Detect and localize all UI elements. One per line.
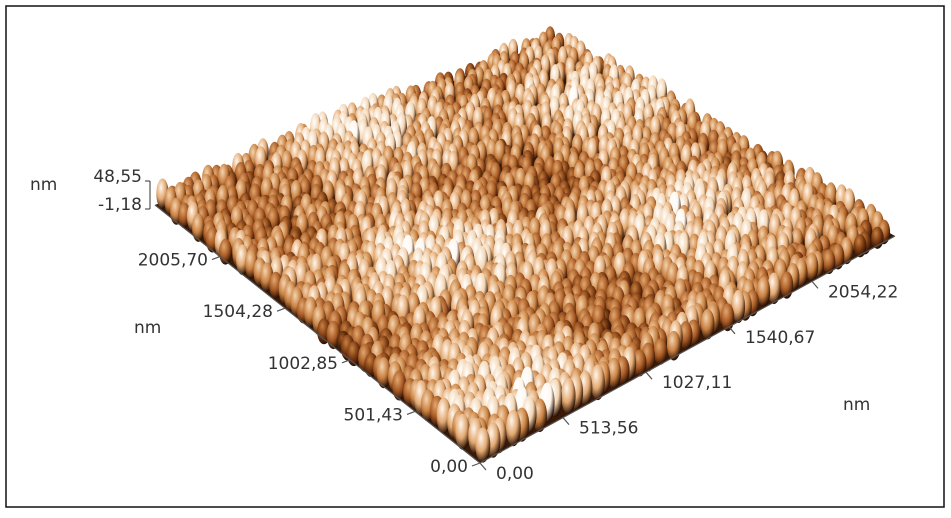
y-tick-label: 1504,28	[203, 302, 273, 322]
surface-bump	[561, 378, 575, 415]
surface-bump	[854, 234, 867, 257]
y-tick	[407, 411, 415, 414]
y-tick-label: 1002,85	[268, 354, 338, 374]
y-tick	[212, 257, 220, 260]
surface-bump	[506, 410, 521, 446]
x-tick	[812, 281, 818, 288]
surface-bump	[667, 331, 681, 361]
x-tick	[646, 372, 652, 379]
z-tick-label: -1,18	[98, 195, 142, 215]
surface	[155, 26, 895, 463]
surface-bump	[475, 427, 490, 462]
x-tick-label: 2054,22	[828, 282, 898, 302]
y-tick-label: 0,00	[430, 457, 468, 477]
z-axis-label: nm	[30, 175, 57, 195]
x-axis-label: nm	[843, 395, 870, 415]
surface-bump	[192, 213, 205, 242]
x-tick	[563, 418, 569, 425]
page: {"chart_data": { "type": "surface3d", "x…	[0, 0, 951, 514]
surface-bump	[591, 364, 605, 400]
x-tick-label: 1027,11	[662, 373, 732, 393]
surface-bump	[806, 252, 819, 281]
x-tick-label: 513,56	[579, 419, 638, 439]
surface-bump	[654, 338, 668, 365]
surface-bump	[455, 414, 470, 450]
z-tick-label: 48,55	[93, 167, 142, 187]
x-tick-label: 0,00	[496, 464, 534, 484]
x-tick-label: 1540,67	[745, 328, 815, 348]
y-axis-label: nm	[134, 318, 161, 338]
x-tick	[480, 463, 486, 470]
y-tick	[472, 463, 480, 466]
surface-bump	[701, 309, 715, 340]
y-tick-label: 2005,70	[138, 251, 208, 271]
y-tick-label: 501,43	[344, 405, 403, 425]
y-tick	[277, 308, 285, 311]
chart: nm nm nm 0,00 513,56 1027,11 1540,67 2054,22…	[0, 0, 951, 514]
